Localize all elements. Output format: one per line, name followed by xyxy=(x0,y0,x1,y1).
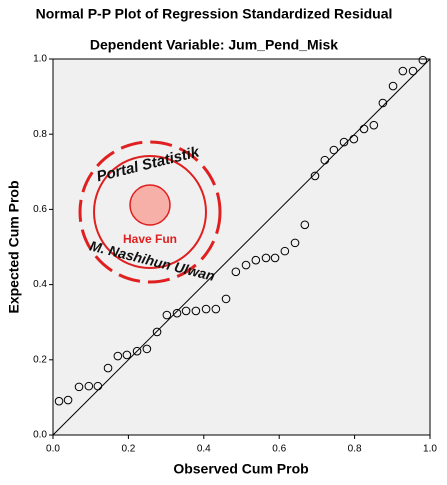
point xyxy=(142,344,152,354)
point xyxy=(388,81,398,91)
point xyxy=(339,137,349,147)
y-tick-label: 0.6 xyxy=(33,204,47,215)
reference-line xyxy=(52,58,431,436)
point xyxy=(300,220,310,230)
point xyxy=(211,304,221,314)
point xyxy=(84,381,94,391)
point xyxy=(241,260,251,270)
point xyxy=(261,253,271,263)
point xyxy=(280,246,290,256)
x-tick-label: 0.0 xyxy=(46,444,60,455)
point xyxy=(54,396,64,406)
point xyxy=(132,346,142,356)
point xyxy=(320,155,330,165)
y-tick-label: 0.4 xyxy=(33,279,47,290)
point xyxy=(329,145,339,155)
point xyxy=(398,66,408,76)
point xyxy=(359,124,369,134)
point xyxy=(221,294,231,304)
y-tick-label: 1.0 xyxy=(33,54,47,65)
point xyxy=(63,395,73,405)
point xyxy=(162,310,172,320)
x-tick-label: 0.6 xyxy=(272,444,286,455)
watermark-center-text: Have Fun xyxy=(123,232,177,246)
y-tick-label: 0.0 xyxy=(33,430,47,441)
point xyxy=(378,98,388,108)
point xyxy=(201,304,211,314)
point xyxy=(290,238,300,248)
watermark-ring xyxy=(78,140,222,284)
point xyxy=(251,255,261,265)
watermark-face xyxy=(129,184,171,226)
y-tick-label: 0.2 xyxy=(33,354,47,365)
chart-title: Normal P-P Plot of Regression Standardiz… xyxy=(36,6,393,22)
point xyxy=(152,327,162,337)
point xyxy=(408,66,418,76)
y-tick-label: 0.8 xyxy=(33,129,47,140)
watermark-inner-ring xyxy=(93,155,207,269)
point xyxy=(191,306,201,316)
point xyxy=(310,171,320,181)
point xyxy=(122,350,132,360)
point xyxy=(181,306,191,316)
point xyxy=(418,55,428,65)
point xyxy=(93,381,103,391)
x-axis-label: Observed Cum Prob xyxy=(173,461,308,477)
x-tick-label: 0.2 xyxy=(121,444,135,455)
chart-subtitle: Dependent Variable: Jum_Pend_Misk xyxy=(90,37,338,53)
x-tick-label: 0.4 xyxy=(197,444,211,455)
point xyxy=(74,382,84,392)
point xyxy=(369,120,379,130)
point xyxy=(103,363,113,373)
point xyxy=(270,253,280,263)
point xyxy=(349,134,359,144)
y-axis-label: Expected Cum Prob xyxy=(6,180,22,313)
x-tick-label: 1.0 xyxy=(423,444,437,455)
point xyxy=(231,267,241,277)
x-tick-label: 0.8 xyxy=(348,444,362,455)
point xyxy=(172,308,182,318)
point xyxy=(113,351,123,361)
